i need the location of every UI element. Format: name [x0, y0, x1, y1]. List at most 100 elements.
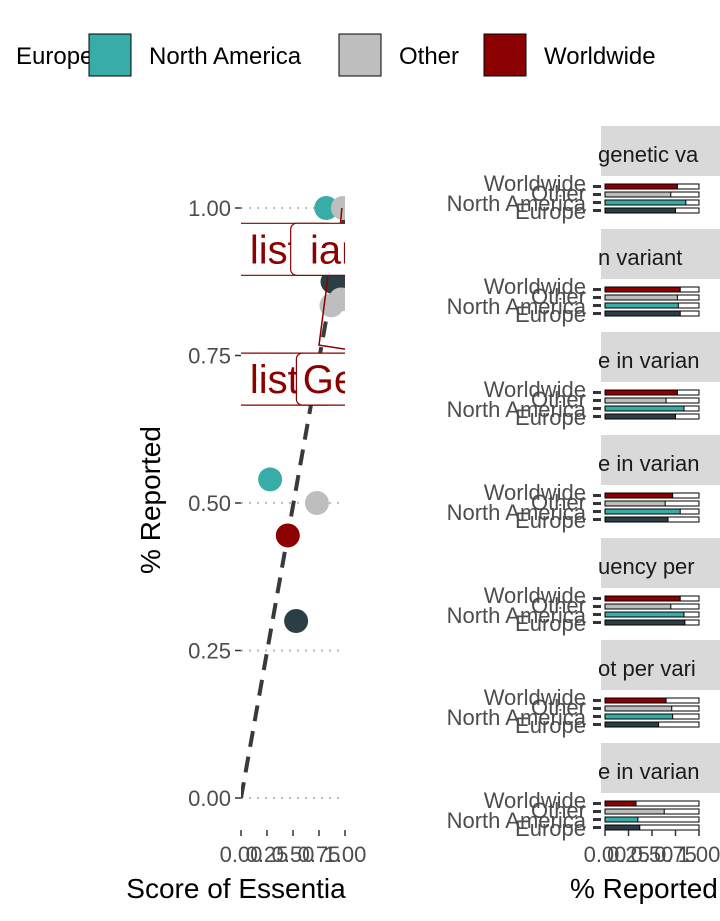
- category-label: Europe: [515, 302, 586, 327]
- category-label: Other: [531, 181, 586, 206]
- category-label: Other: [531, 593, 586, 618]
- category-label: Europe: [515, 816, 586, 841]
- point-north-america: [314, 196, 339, 220]
- x-tick-label: 0.50: [631, 842, 674, 867]
- bar-worldwide: [604, 389, 678, 396]
- bar-worldwide: [604, 286, 681, 293]
- y-tick-label: 0.50: [188, 491, 231, 516]
- category-label: Other: [531, 284, 586, 309]
- bar-worldwide: [604, 492, 674, 499]
- annotation-box: [295, 352, 345, 406]
- x-tick-label: 0.00: [220, 842, 263, 867]
- category-label: Europe: [515, 713, 586, 738]
- bar-europe: [604, 207, 676, 214]
- facet-strip-title: uency per: [598, 554, 695, 579]
- x-axis-title: Score of Essentia: [126, 873, 346, 904]
- category-label: North America: [447, 603, 587, 628]
- scatter-plot: 0.000.250.500.751.000.000.250.500.751.00…: [126, 196, 367, 904]
- category-label: Europe: [515, 508, 586, 533]
- x-tick-label: 0.00: [584, 842, 627, 867]
- bar-worldwide: [604, 697, 667, 704]
- category-label: Worldwide: [484, 685, 586, 710]
- bar-other: [604, 294, 678, 301]
- bar-north-america: [604, 508, 681, 515]
- bar-north-america: [604, 816, 639, 823]
- legend-label: Europe: [16, 43, 93, 70]
- bar-worldwide: [604, 183, 678, 190]
- legend-label: Other: [399, 43, 459, 70]
- x-tick-label: 1.00: [678, 842, 720, 867]
- facet-strip: [601, 538, 720, 588]
- legend-key-worldwide: [483, 33, 527, 77]
- category-label: Worldwide: [484, 377, 586, 402]
- bar-other: [604, 705, 673, 712]
- category-label: Other: [531, 798, 586, 823]
- category-label: Other: [531, 695, 586, 720]
- legend-key-north-america: [88, 33, 132, 77]
- category-label: Europe: [515, 405, 586, 430]
- bar-other: [604, 603, 672, 610]
- category-label: Worldwide: [484, 480, 586, 505]
- annotation-label: Ge: [303, 358, 356, 402]
- facet-strip-title: e in varian: [598, 348, 700, 373]
- annotation-label: list: [250, 358, 299, 402]
- bar-north-america: [604, 611, 685, 618]
- category-label: Other: [531, 387, 586, 412]
- x-tick-label: 0.75: [654, 842, 697, 867]
- category-label: Worldwide: [484, 274, 586, 299]
- facet-strip: [601, 743, 720, 793]
- bar-worldwide: [604, 595, 681, 602]
- category-label: North America: [447, 705, 587, 730]
- x-tick-label: 0.50: [272, 842, 315, 867]
- point-other: [328, 287, 345, 312]
- category-label: North America: [447, 191, 587, 216]
- point-other: [330, 196, 345, 220]
- category-label: Worldwide: [484, 583, 586, 608]
- x-tick-label: 0.25: [607, 842, 650, 867]
- y-tick-label: 0.25: [188, 639, 231, 664]
- x-tick-label: 1.00: [324, 842, 367, 867]
- category-label: North America: [447, 294, 587, 319]
- bar-europe: [604, 516, 669, 523]
- annotation-box: [290, 222, 345, 276]
- category-label: North America: [447, 808, 587, 833]
- facet-strip: [601, 229, 720, 279]
- facet-strip-title: genetic va: [598, 142, 699, 167]
- facet-strip-title: ot per vari: [598, 656, 696, 681]
- legend-key-other: [338, 33, 382, 77]
- bar-other: [604, 808, 665, 815]
- x-tick-label: 0.25: [246, 842, 289, 867]
- bar-europe: [604, 310, 681, 317]
- legend-label: North America: [149, 43, 302, 70]
- point-europe: [284, 609, 309, 633]
- point-other: [304, 491, 329, 515]
- bar-north-america: [604, 302, 679, 309]
- category-label: Worldwide: [484, 788, 586, 813]
- category-label: Other: [531, 490, 586, 515]
- y-tick-label: 1.00: [188, 196, 231, 221]
- category-label: Europe: [515, 199, 586, 224]
- y-axis-title: % Reported: [135, 426, 166, 574]
- facet-strip-title: n variant: [598, 245, 682, 270]
- bar-other: [604, 191, 672, 198]
- bar-north-america: [604, 713, 674, 720]
- bar-europe: [604, 413, 676, 420]
- bar-worldwide: [604, 800, 637, 807]
- bar-europe: [604, 721, 660, 728]
- bar-other: [604, 397, 667, 404]
- facet-strip-title: e in varian: [598, 759, 700, 784]
- bar-europe: [604, 824, 641, 831]
- y-tick-label: 0.00: [188, 786, 231, 811]
- category-label: North America: [447, 397, 587, 422]
- y-tick-label: 0.75: [188, 344, 231, 369]
- facet-strip: [601, 126, 720, 176]
- label-connector: [318, 265, 345, 350]
- point-north-america: [258, 467, 283, 492]
